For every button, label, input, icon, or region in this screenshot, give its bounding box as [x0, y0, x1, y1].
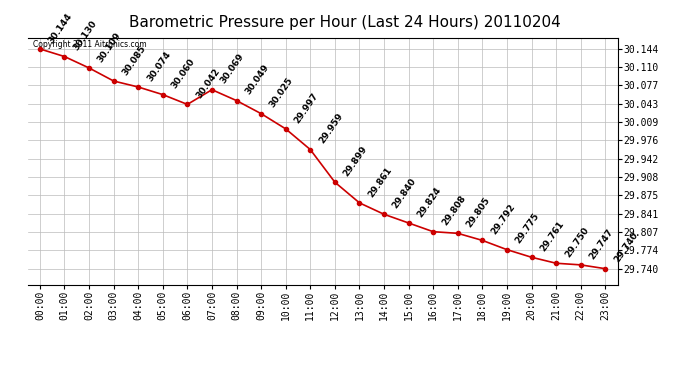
Text: 30.144: 30.144 — [47, 11, 74, 45]
Text: 29.899: 29.899 — [342, 144, 369, 178]
Text: 29.861: 29.861 — [366, 165, 394, 199]
Text: 30.109: 30.109 — [96, 30, 123, 64]
Text: 29.959: 29.959 — [317, 111, 345, 146]
Text: 30.085: 30.085 — [121, 44, 148, 77]
Text: 29.750: 29.750 — [563, 225, 591, 259]
Text: 30.042: 30.042 — [195, 67, 221, 100]
Text: 30.069: 30.069 — [219, 52, 246, 86]
Text: 29.824: 29.824 — [415, 185, 443, 219]
Text: 30.074: 30.074 — [145, 49, 172, 83]
Text: 29.747: 29.747 — [588, 227, 615, 261]
Text: 29.808: 29.808 — [440, 194, 467, 228]
Text: 30.025: 30.025 — [268, 76, 295, 109]
Text: 30.049: 30.049 — [244, 63, 270, 96]
Text: 29.997: 29.997 — [293, 91, 320, 125]
Text: 29.805: 29.805 — [465, 196, 492, 229]
Text: Copyright 2011 Aitronics.com: Copyright 2011 Aitronics.com — [34, 40, 147, 49]
Text: 30.130: 30.130 — [72, 19, 99, 53]
Text: 29.840: 29.840 — [391, 177, 418, 210]
Text: 29.775: 29.775 — [514, 211, 542, 246]
Text: 29.761: 29.761 — [538, 219, 566, 253]
Text: Barometric Pressure per Hour (Last 24 Hours) 20110204: Barometric Pressure per Hour (Last 24 Ho… — [129, 15, 561, 30]
Text: 30.060: 30.060 — [170, 57, 197, 90]
Text: 29.792: 29.792 — [489, 202, 517, 236]
Text: 29.740: 29.740 — [612, 231, 640, 264]
